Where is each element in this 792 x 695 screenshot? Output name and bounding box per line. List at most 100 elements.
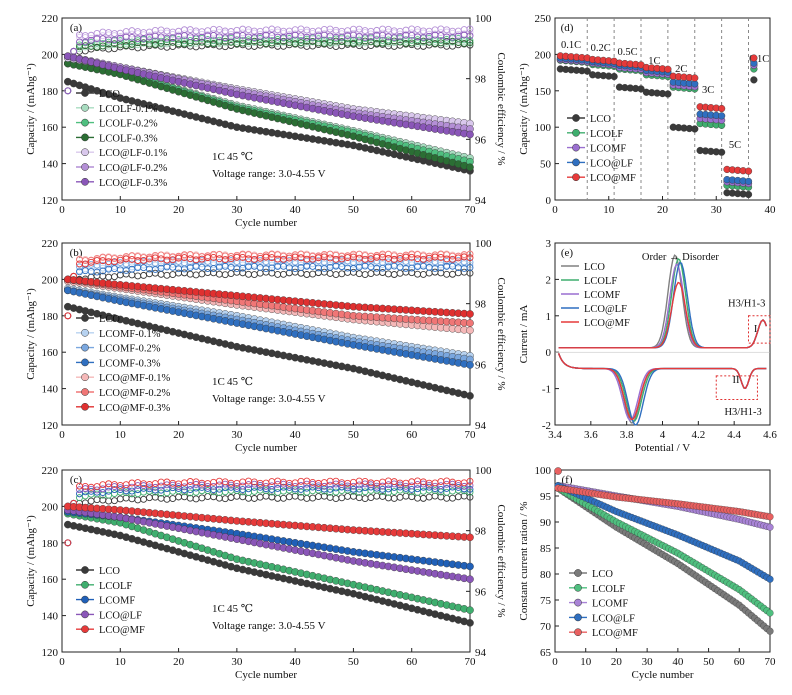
ce-point	[250, 271, 258, 278]
legend-label: LCO@MF-0.1%	[99, 373, 170, 384]
ce-point	[414, 270, 421, 278]
y-tick-label: 250	[535, 13, 552, 25]
ce-point	[326, 32, 334, 40]
ce-point	[326, 270, 334, 277]
legend-marker	[572, 173, 580, 182]
y-axis-title: Current / mA	[518, 305, 530, 364]
ce-point	[425, 493, 433, 501]
ce-point	[169, 271, 177, 278]
ce-point	[367, 263, 375, 271]
ce-point	[466, 482, 474, 489]
ratio-point	[766, 575, 774, 583]
capacity-point	[466, 606, 474, 614]
ce-point	[466, 485, 474, 493]
cv-reduction-curve	[557, 353, 767, 421]
ce-point	[140, 271, 148, 279]
x-tick-label: 30	[231, 204, 243, 216]
ce-point	[355, 32, 363, 40]
legend-label: LCO	[99, 314, 120, 325]
legend-marker	[81, 388, 89, 396]
legend-label: LCOLF	[590, 129, 623, 140]
region-ii-box	[715, 375, 758, 401]
x-tick-label: 40	[765, 204, 777, 216]
ratio-point	[766, 609, 774, 617]
y-tick-label: 220	[42, 238, 59, 250]
ce-point	[134, 272, 142, 280]
ce-point	[315, 493, 322, 501]
ratio-point	[766, 513, 774, 521]
ce-point	[116, 495, 124, 503]
capacity-point	[466, 562, 474, 571]
x-axis-title: Cycle number	[631, 669, 693, 681]
x-tick-label: 40	[672, 656, 684, 668]
x-tick-label: 4.6	[763, 429, 777, 441]
x-tick-label: 70	[465, 204, 477, 216]
x-tick-label: 0	[552, 656, 558, 668]
x-axis-title: Cycle number	[235, 442, 297, 454]
ce-point	[210, 25, 217, 33]
x-tick-label: 50	[348, 429, 360, 441]
ce-point	[227, 494, 235, 501]
ce-point	[280, 270, 287, 278]
ce-point	[303, 495, 311, 502]
y-tick-label: 100	[535, 465, 552, 477]
rate-note: 1C	[212, 603, 225, 615]
ce-point	[390, 271, 398, 278]
y-tick-label: 90	[540, 517, 552, 529]
legend-label: LCOMF-0.1%	[99, 329, 161, 340]
ce-point	[303, 271, 311, 278]
ce-point	[175, 493, 183, 501]
y-tick-label: 180	[42, 86, 59, 98]
x-tick-label: 10	[603, 204, 615, 216]
ce-point	[250, 495, 258, 502]
ce-point	[297, 269, 305, 277]
legend-label: LCOMF	[592, 599, 628, 610]
ce-point	[379, 25, 387, 33]
legend-marker	[572, 128, 580, 137]
temp-note: 45 ℃	[227, 151, 253, 163]
y-tick-label: 140	[42, 611, 59, 623]
ce-point	[297, 477, 305, 485]
legend-marker	[81, 314, 89, 322]
y2-tick-label: 96	[475, 359, 487, 371]
ce-point	[93, 496, 101, 504]
rate-label: 5C	[729, 140, 741, 151]
y2-tick-label: 100	[475, 13, 492, 25]
rate-point	[610, 72, 618, 81]
panel-d: 0 10 20 30 40 0 50 100 150 200 250 Capacity / (mAhg…	[518, 13, 776, 216]
y2-tick-label: 100	[475, 238, 492, 250]
ce-point	[70, 47, 78, 55]
region-i-box	[748, 315, 771, 344]
legend-label: LCO@LF	[99, 610, 142, 621]
ce-point	[402, 492, 410, 500]
ce-point	[87, 497, 95, 505]
legend-marker	[81, 163, 89, 171]
ce-point	[361, 271, 369, 279]
legend-label: LCO	[592, 569, 613, 580]
legend-marker	[81, 610, 89, 619]
y-tick-label: 85	[540, 543, 552, 555]
legend-marker	[81, 358, 89, 367]
ce-point	[111, 497, 118, 505]
ce-point	[151, 26, 159, 34]
ce-point	[180, 479, 188, 487]
ce-point	[466, 39, 474, 47]
rate-point	[664, 65, 672, 73]
capacity-point	[466, 163, 474, 172]
ce-point	[315, 30, 322, 38]
ce-point	[466, 250, 474, 258]
y-tick-label: 180	[42, 538, 59, 550]
ce-point	[180, 26, 188, 34]
ce-point	[326, 477, 334, 485]
legend-label: LCOMF	[584, 290, 620, 301]
legend-label: LCO@MF	[99, 625, 145, 636]
legend-marker	[81, 118, 89, 127]
ce-point	[396, 269, 404, 277]
x-tick-label: 10	[115, 204, 127, 216]
voltage-note: Voltage range: 3.0-4.55 V	[212, 620, 326, 632]
x-tick-label: 3.4	[548, 429, 562, 441]
panel-b: 0 10 20 30 40 50 60 70 120 140 160 180 200 220 Cycle n…	[25, 238, 507, 454]
legend-marker	[81, 148, 89, 157]
ce-point	[361, 495, 369, 502]
